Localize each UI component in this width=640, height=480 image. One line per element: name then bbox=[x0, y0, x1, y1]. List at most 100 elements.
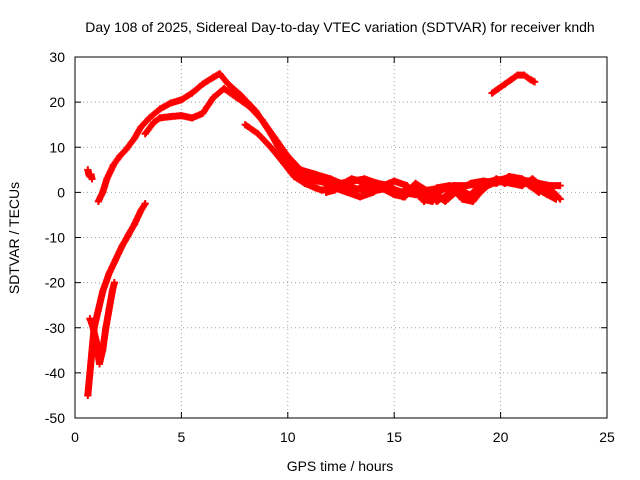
y-tick-label: 20 bbox=[49, 94, 65, 110]
x-tick-label: 15 bbox=[386, 429, 402, 445]
data-point bbox=[122, 146, 130, 154]
data-point bbox=[99, 288, 107, 296]
data-point bbox=[103, 175, 111, 183]
data-point bbox=[526, 76, 534, 84]
data-point bbox=[245, 103, 253, 111]
data-point bbox=[109, 161, 117, 169]
data-point bbox=[403, 182, 411, 190]
data-point bbox=[233, 94, 241, 102]
data-point bbox=[199, 80, 207, 88]
data-point bbox=[356, 193, 364, 201]
chart-title: Day 108 of 2025, Sidereal Day-to-day VTE… bbox=[85, 19, 594, 35]
data-marks bbox=[84, 70, 564, 399]
data-point bbox=[199, 109, 207, 117]
data-point bbox=[411, 179, 419, 187]
data-point bbox=[326, 179, 334, 187]
data-point bbox=[454, 184, 462, 192]
x-axis-label: GPS time / hours bbox=[287, 458, 394, 474]
data-point bbox=[216, 70, 224, 78]
x-tick-label: 5 bbox=[178, 429, 186, 445]
data-point bbox=[492, 175, 500, 183]
data-point bbox=[494, 85, 502, 93]
data-point bbox=[488, 89, 496, 97]
data-point bbox=[339, 179, 347, 187]
data-point bbox=[318, 186, 326, 194]
y-axis-label: SDTVAR / TECUs bbox=[6, 182, 22, 294]
data-point bbox=[509, 175, 517, 183]
data-point bbox=[92, 337, 100, 345]
data-point bbox=[94, 197, 102, 205]
data-point bbox=[356, 177, 364, 185]
data-point bbox=[552, 195, 560, 203]
series-arc-i bbox=[86, 279, 118, 368]
data-point bbox=[390, 177, 398, 185]
data-point bbox=[177, 112, 185, 120]
data-point bbox=[267, 143, 275, 151]
data-point bbox=[297, 166, 305, 174]
data-point bbox=[311, 184, 319, 192]
data-point bbox=[124, 231, 132, 239]
data-point bbox=[514, 71, 522, 79]
data-point bbox=[465, 193, 473, 201]
grid bbox=[75, 57, 607, 418]
data-point bbox=[105, 306, 113, 314]
data-point bbox=[116, 152, 124, 160]
data-point bbox=[220, 85, 228, 93]
data-point bbox=[331, 186, 339, 194]
data-point bbox=[188, 89, 196, 97]
data-point bbox=[131, 220, 139, 228]
data-point bbox=[311, 170, 319, 178]
data-point bbox=[131, 134, 139, 142]
data-point bbox=[369, 188, 377, 196]
data-point bbox=[275, 152, 283, 160]
data-point bbox=[501, 80, 509, 88]
data-point bbox=[556, 182, 564, 190]
data-point bbox=[105, 270, 113, 278]
data-point bbox=[475, 182, 483, 190]
data-point bbox=[446, 182, 454, 190]
data-point bbox=[301, 175, 309, 183]
data-point bbox=[84, 391, 92, 399]
data-point bbox=[482, 182, 490, 190]
data-point bbox=[99, 188, 107, 196]
data-point bbox=[145, 114, 153, 122]
data-point bbox=[458, 195, 466, 203]
data-point bbox=[156, 114, 164, 122]
data-point bbox=[137, 123, 145, 131]
data-point bbox=[258, 116, 266, 124]
y-tick-label: -30 bbox=[45, 320, 65, 336]
x-tick-label: 20 bbox=[493, 429, 509, 445]
x-tick-label: 0 bbox=[71, 429, 79, 445]
data-point bbox=[501, 179, 509, 187]
data-point bbox=[86, 369, 94, 377]
data-point bbox=[531, 78, 539, 86]
data-point bbox=[177, 96, 185, 104]
data-point bbox=[99, 346, 107, 354]
data-point bbox=[433, 197, 441, 205]
y-tick-label: 30 bbox=[49, 49, 65, 65]
data-point bbox=[271, 134, 279, 142]
data-point bbox=[108, 288, 116, 296]
data-point bbox=[86, 315, 94, 323]
data-point bbox=[467, 179, 475, 187]
data-point bbox=[443, 191, 451, 199]
data-point bbox=[88, 175, 96, 183]
data-point bbox=[141, 200, 149, 208]
data-point bbox=[111, 256, 119, 264]
data-point bbox=[118, 243, 126, 251]
data-point bbox=[543, 191, 551, 199]
y-tick-label: 0 bbox=[57, 184, 65, 200]
data-point bbox=[469, 197, 477, 205]
data-point bbox=[522, 179, 530, 187]
series-arc-f bbox=[322, 175, 483, 205]
data-point bbox=[529, 175, 537, 183]
data-point bbox=[535, 188, 543, 196]
data-point bbox=[399, 193, 407, 201]
series-arc-g bbox=[488, 71, 539, 97]
data-point bbox=[94, 306, 102, 314]
data-point bbox=[480, 177, 488, 185]
y-tick-label: 10 bbox=[49, 139, 65, 155]
data-point bbox=[110, 279, 118, 287]
